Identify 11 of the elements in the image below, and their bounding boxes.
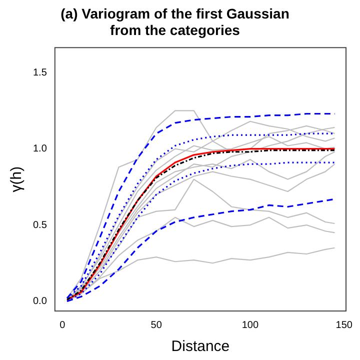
x-tick-label: 50	[150, 320, 162, 331]
x-tick-label: 100	[242, 320, 259, 331]
y-tick-label: 0.5	[32, 220, 48, 231]
x-tick-label: 150	[336, 320, 353, 331]
y-axis-title: γ(h)	[8, 166, 26, 192]
chart-title: (a) Variogram of the first Gaussian from the categories	[60, 5, 290, 38]
y-tick-label: 1.5	[32, 67, 48, 78]
x-axis-title: Distance	[171, 338, 230, 356]
y-tick-label: 1.0	[32, 144, 48, 155]
x-tick-label: 0	[60, 320, 66, 331]
y-tick-label: 0.0	[32, 296, 48, 307]
